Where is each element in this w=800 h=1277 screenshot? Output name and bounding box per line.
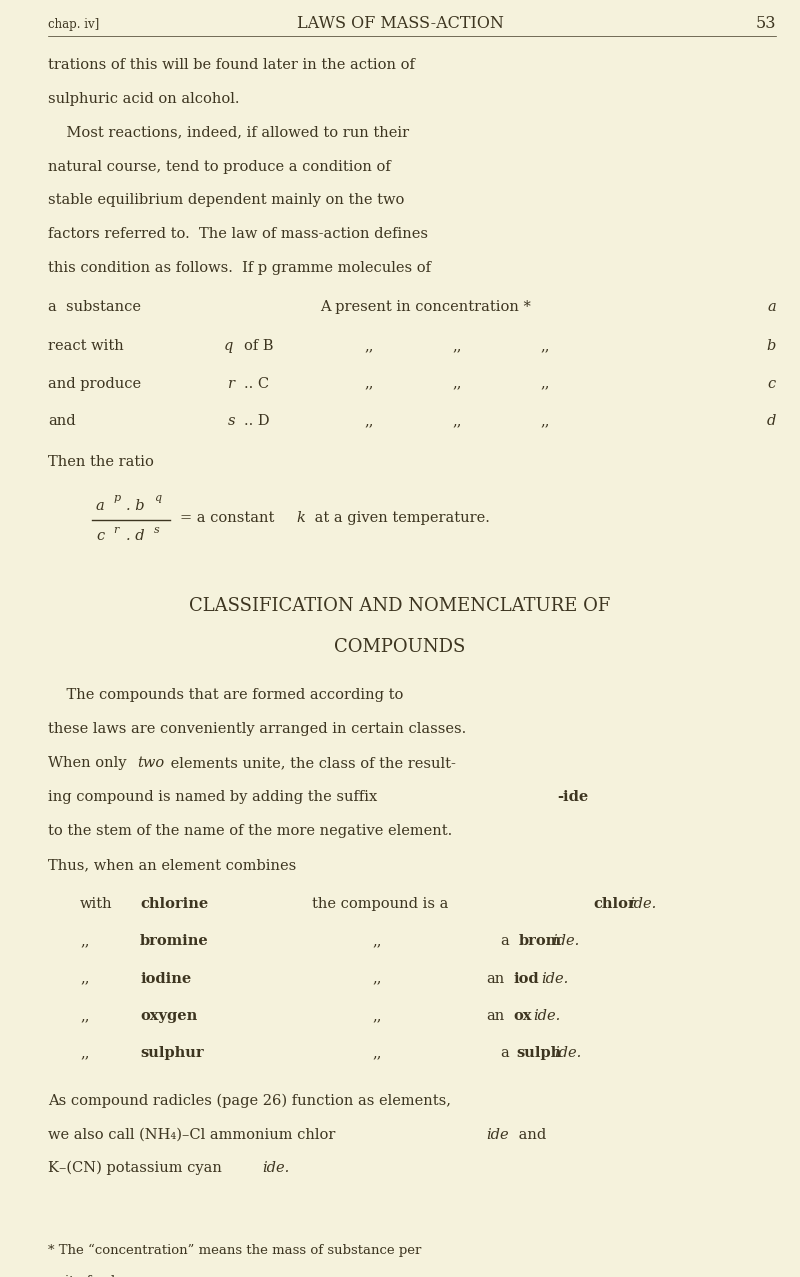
Text: a: a bbox=[500, 1046, 509, 1060]
Text: . b: . b bbox=[126, 498, 145, 512]
Text: -ide: -ide bbox=[557, 790, 588, 805]
Text: stable equilibrium dependent mainly on the two: stable equilibrium dependent mainly on t… bbox=[48, 193, 404, 207]
Text: ,,: ,, bbox=[452, 377, 462, 391]
Text: a: a bbox=[96, 498, 105, 512]
Text: ,,: ,, bbox=[364, 377, 374, 391]
Text: ,,: ,, bbox=[372, 1046, 382, 1060]
Text: a: a bbox=[767, 300, 776, 314]
Text: and: and bbox=[514, 1128, 546, 1142]
Text: CLASSIFICATION AND NOMENCLATURE OF: CLASSIFICATION AND NOMENCLATURE OF bbox=[190, 598, 610, 616]
Text: chlorine: chlorine bbox=[140, 896, 208, 911]
Text: ing compound is named by adding the suffix: ing compound is named by adding the suff… bbox=[48, 790, 382, 805]
Text: natural course, tend to produce a condition of: natural course, tend to produce a condit… bbox=[48, 160, 390, 174]
Text: ox: ox bbox=[514, 1009, 532, 1023]
Text: a: a bbox=[500, 935, 509, 949]
Text: p: p bbox=[114, 493, 121, 503]
Text: factors referred to.  The law of mass-action defines: factors referred to. The law of mass-act… bbox=[48, 227, 428, 241]
Text: .. C: .. C bbox=[244, 377, 269, 391]
Text: ,,: ,, bbox=[364, 414, 374, 428]
Text: ,,: ,, bbox=[452, 414, 462, 428]
Text: When only: When only bbox=[48, 756, 131, 770]
Text: s: s bbox=[228, 414, 235, 428]
Text: and: and bbox=[48, 414, 76, 428]
Text: these laws are conveniently arranged in certain classes.: these laws are conveniently arranged in … bbox=[48, 723, 466, 737]
Text: chap. iv]: chap. iv] bbox=[48, 18, 99, 31]
Text: we also call (NH₄)–Cl ammonium chlor: we also call (NH₄)–Cl ammonium chlor bbox=[48, 1128, 335, 1142]
Text: ,,: ,, bbox=[80, 1009, 90, 1023]
Text: iodine: iodine bbox=[140, 972, 191, 986]
Text: ,,: ,, bbox=[372, 935, 382, 949]
Text: The compounds that are formed according to: The compounds that are formed according … bbox=[48, 688, 403, 702]
Text: k: k bbox=[296, 511, 305, 525]
Text: ,,: ,, bbox=[372, 1009, 382, 1023]
Text: ide.: ide. bbox=[629, 896, 656, 911]
Text: oxygen: oxygen bbox=[140, 1009, 198, 1023]
Text: an: an bbox=[486, 1009, 505, 1023]
Text: ide.: ide. bbox=[541, 972, 568, 986]
Text: ,,: ,, bbox=[80, 935, 90, 949]
Text: ,,: ,, bbox=[452, 340, 462, 354]
Text: ,,: ,, bbox=[540, 414, 550, 428]
Text: K–(CN) potassium cyan: K–(CN) potassium cyan bbox=[48, 1161, 222, 1176]
Text: COMPOUNDS: COMPOUNDS bbox=[334, 638, 466, 656]
Text: an: an bbox=[486, 972, 505, 986]
Text: at a given temperature.: at a given temperature. bbox=[310, 511, 490, 525]
Text: bromine: bromine bbox=[140, 935, 209, 949]
Text: ide.: ide. bbox=[554, 1046, 582, 1060]
Text: to the stem of the name of the more negative element.: to the stem of the name of the more nega… bbox=[48, 824, 452, 838]
Text: ,,: ,, bbox=[364, 340, 374, 354]
Text: ide.: ide. bbox=[533, 1009, 560, 1023]
Text: q: q bbox=[224, 340, 234, 354]
Text: As compound radicles (page 26) function as elements,: As compound radicles (page 26) function … bbox=[48, 1093, 451, 1107]
Text: elements unite, the class of the result-: elements unite, the class of the result- bbox=[166, 756, 456, 770]
Text: Most reactions, indeed, if allowed to run their: Most reactions, indeed, if allowed to ru… bbox=[48, 125, 409, 139]
Text: q: q bbox=[154, 493, 161, 503]
Text: of B: of B bbox=[244, 340, 274, 354]
Text: ,,: ,, bbox=[372, 972, 382, 986]
Text: and produce: and produce bbox=[48, 377, 141, 391]
Text: sulphuric acid on alcohol.: sulphuric acid on alcohol. bbox=[48, 92, 239, 106]
Text: chlor: chlor bbox=[594, 896, 636, 911]
Text: s: s bbox=[154, 525, 159, 535]
Text: with: with bbox=[80, 896, 113, 911]
Text: ,,: ,, bbox=[80, 972, 90, 986]
Text: . d: . d bbox=[126, 530, 145, 544]
Text: A present in concentration *: A present in concentration * bbox=[320, 300, 531, 314]
Text: this condition as follows.  If p gramme molecules of: this condition as follows. If p gramme m… bbox=[48, 262, 431, 276]
Text: ,,: ,, bbox=[540, 377, 550, 391]
Text: Then the ratio: Then the ratio bbox=[48, 455, 154, 469]
Text: c: c bbox=[96, 530, 104, 544]
Text: r: r bbox=[228, 377, 235, 391]
Text: * The “concentration” means the mass of substance per: * The “concentration” means the mass of … bbox=[48, 1244, 422, 1257]
Text: ,,: ,, bbox=[80, 1046, 90, 1060]
Text: sulph: sulph bbox=[516, 1046, 562, 1060]
Text: b: b bbox=[766, 340, 776, 354]
Text: 53: 53 bbox=[755, 15, 776, 32]
Text: the compound is a: the compound is a bbox=[312, 896, 448, 911]
Text: r: r bbox=[114, 525, 119, 535]
Text: d: d bbox=[766, 414, 776, 428]
Text: .. D: .. D bbox=[244, 414, 270, 428]
Text: Thus, when an element combines: Thus, when an element combines bbox=[48, 858, 296, 872]
Text: iod: iod bbox=[514, 972, 539, 986]
Text: brom: brom bbox=[518, 935, 562, 949]
Text: two: two bbox=[138, 756, 165, 770]
Text: ide.: ide. bbox=[262, 1162, 290, 1176]
Text: a  substance: a substance bbox=[48, 300, 141, 314]
Text: LAWS OF MASS-ACTION: LAWS OF MASS-ACTION bbox=[297, 15, 503, 32]
Text: sulphur: sulphur bbox=[140, 1046, 204, 1060]
Text: trations of this will be found later in the action of: trations of this will be found later in … bbox=[48, 57, 415, 72]
Text: ,,: ,, bbox=[540, 340, 550, 354]
Text: c: c bbox=[768, 377, 776, 391]
Text: = a constant: = a constant bbox=[180, 511, 279, 525]
Text: ide: ide bbox=[486, 1128, 509, 1142]
Text: ide.: ide. bbox=[552, 935, 579, 949]
Text: react with: react with bbox=[48, 340, 124, 354]
Text: unit of volume.: unit of volume. bbox=[48, 1274, 148, 1277]
